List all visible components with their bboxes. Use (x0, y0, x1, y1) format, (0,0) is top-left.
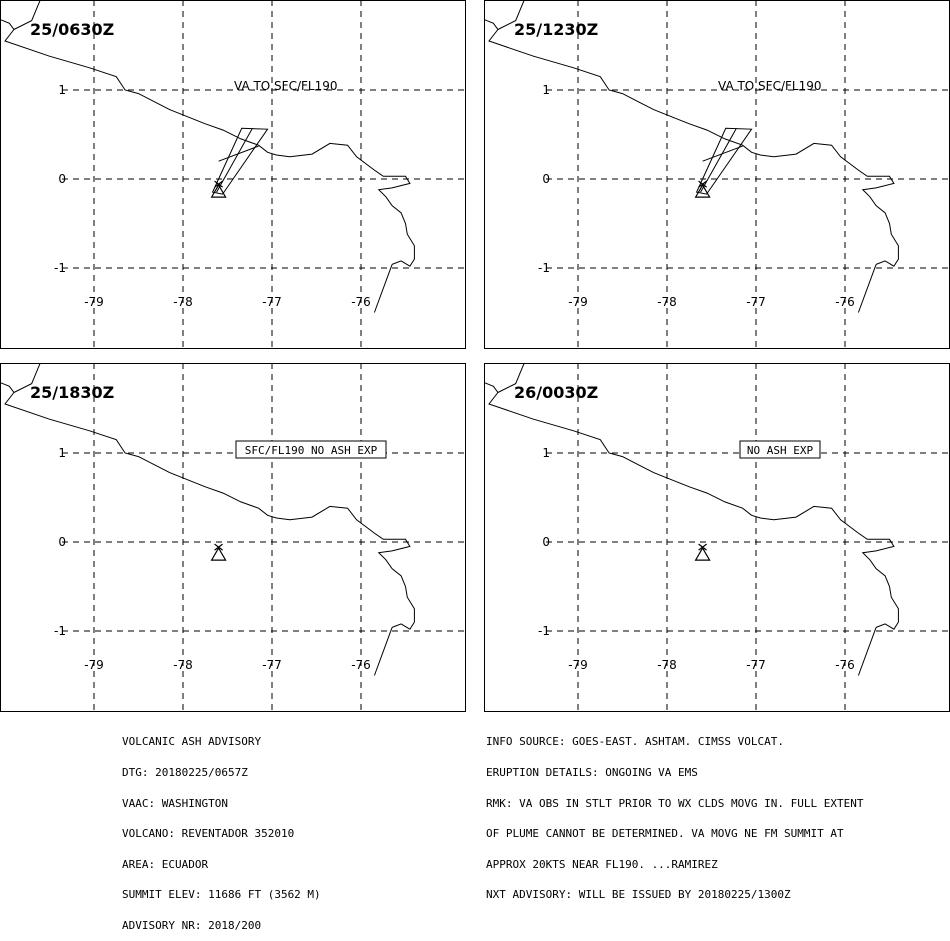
advisory-info-source: INFO SOURCE: GOES-EAST. ASHTAM. CIMSS VO… (486, 735, 785, 749)
advisory-details-block: INFO SOURCE: GOES-EAST. ASHTAM. CIMSS VO… (486, 717, 864, 911)
coastline (1, 19, 415, 267)
lon-tick-label: -78 (657, 658, 677, 672)
map-panel: 1 0 -1 -79 -78 -77 -76 26/0030Z NO ASH EXP (484, 363, 950, 712)
volcano-vent-icon (698, 543, 707, 551)
lat-tick-label: 0 (58, 535, 66, 549)
lat-tick-label: 0 (58, 172, 66, 186)
lon-tick-label: -77 (746, 658, 766, 672)
lat-tick-label: 1 (542, 446, 550, 460)
lat-tick-label: 1 (58, 83, 66, 97)
lon-tick-label: -77 (746, 295, 766, 309)
coastline (13, 364, 41, 393)
lon-tick-label: -78 (173, 658, 193, 672)
lon-tick-label: -78 (657, 295, 677, 309)
lon-tick-label: -78 (173, 295, 193, 309)
coastline (497, 1, 525, 30)
advisory-next: NXT ADVISORY: WILL BE ISSUED BY 20180225… (486, 888, 791, 902)
coastline (373, 264, 393, 313)
panel-frame (484, 0, 950, 349)
volcano-vent-icon (214, 543, 223, 551)
ash-plume-hatch (218, 145, 259, 162)
lon-tick-label: -79 (84, 658, 104, 672)
advisory-eruption-details: ERUPTION DETAILS: ONGOING VA EMS (486, 766, 698, 779)
coastline (857, 264, 877, 313)
ash-plume-polygon (211, 127, 269, 195)
lon-tick-label: -79 (568, 658, 588, 672)
advisory-remarks-line-1: RMK: VA OBS IN STLT PRIOR TO WX CLDS MOV… (486, 796, 864, 810)
advisory-volcano: VOLCANO: REVENTADOR 352010 (122, 827, 295, 841)
advisory-number: ADVISORY NR: 2018/200 (122, 918, 262, 932)
ash-plume-hatch (702, 145, 743, 162)
map-panel: 1 0 -1 -79 -78 -77 -76 25/0630Z VA TO SFC/FL190 (0, 0, 466, 349)
ash-height-label: VA TO SFC/FL190 (718, 79, 822, 93)
coastline (1, 382, 415, 630)
lon-tick-label: -76 (835, 658, 855, 672)
coastline (497, 364, 525, 393)
ash-plume-polygon (695, 127, 753, 195)
status-label-box (739, 440, 821, 459)
lon-tick-label: -76 (351, 658, 371, 672)
advisory-summit-elev: SUMMIT ELEV: 11686 FT (3562 M) (122, 888, 321, 902)
advisory-remarks-line-3: APPROX 20KTS NEAR FL190. ...RAMIREZ (486, 857, 718, 871)
lon-tick-label: -76 (835, 295, 855, 309)
panel-time-label: 26/0030Z (514, 383, 598, 402)
lat-tick-label: 0 (542, 172, 550, 186)
advisory-dtg: DTG: 20180225/0657Z (122, 766, 248, 779)
volcano-triangle-icon (210, 183, 227, 198)
lat-tick-label: -1 (538, 624, 550, 638)
advisory-title: VOLCANIC ASH ADVISORY (122, 735, 262, 749)
lat-tick-label: -1 (538, 261, 550, 275)
map-panel: 1 0 -1 -79 -78 -77 -76 25/1230Z VA TO SFC/FL190 (484, 0, 950, 349)
advisory-vaac: VAAC: WASHINGTON (122, 796, 228, 810)
lat-tick-label: -1 (54, 261, 66, 275)
panel-frame (0, 363, 466, 712)
lon-tick-label: -77 (262, 658, 282, 672)
volcano-triangle-icon (694, 183, 711, 198)
lon-tick-label: -79 (568, 295, 588, 309)
advisory-area: AREA: ECUADOR (122, 857, 209, 871)
lat-tick-label: 0 (542, 535, 550, 549)
volcano-vent-icon (214, 180, 223, 188)
volcano-triangle-icon (694, 546, 711, 561)
volcano-vent-icon (698, 180, 707, 188)
panel-frame (484, 363, 950, 712)
coastline (857, 627, 877, 676)
panel-frame (0, 0, 466, 349)
volcano-triangle-icon (210, 546, 227, 561)
coastline (485, 19, 899, 267)
lon-tick-label: -79 (84, 295, 104, 309)
coastline (485, 382, 899, 630)
lon-tick-label: -77 (262, 295, 282, 309)
map-panel: 1 0 -1 -79 -78 -77 -76 25/1830Z SFC/FL190 NO ASH… (0, 363, 466, 712)
coastline (13, 1, 41, 30)
ash-height-label: VA TO SFC/FL190 (234, 79, 338, 93)
lat-tick-label: -1 (54, 624, 66, 638)
lon-tick-label: -76 (351, 295, 371, 309)
panel-time-label: 25/0630Z (30, 20, 114, 39)
status-label-box (235, 440, 387, 459)
coastline (373, 627, 393, 676)
status-label: NO ASH EXP (747, 444, 814, 457)
panel-time-label: 25/1230Z (514, 20, 598, 39)
advisory-remarks-line-2: OF PLUME CANNOT BE DETERMINED. VA MOVG N… (486, 827, 844, 841)
status-label: SFC/FL190 NO ASH EXP (245, 444, 378, 457)
advisory-header-block: VOLCANIC ASH ADVISORY DTG: 20180225/0657… (122, 717, 321, 941)
panel-time-label: 25/1830Z (30, 383, 114, 402)
lat-tick-label: 1 (58, 446, 66, 460)
lat-tick-label: 1 (542, 83, 550, 97)
